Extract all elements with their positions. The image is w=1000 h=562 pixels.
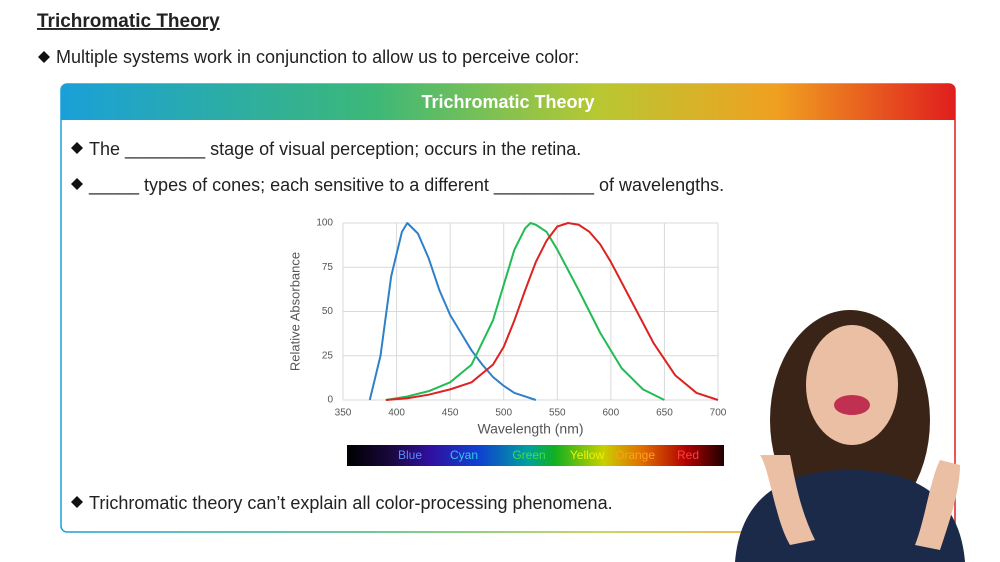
bullet-icon [71,178,83,190]
plot: 0 25 50 75 100 350 400 450 500 550 600 650 700 Wavele… [287,218,726,463]
line [385,222,719,401]
y-tick-label: 25 [322,350,334,361]
spectrum-label: Yellow [570,448,605,462]
x-tick-label: 600 [603,408,620,419]
bullet: _____ types of cones; each sensitive to … [88,175,724,196]
bullet-icon [38,51,50,63]
bullet-icon [71,142,83,154]
x-tick-label: 450 [442,408,459,419]
y-tick-label: 100 [316,218,333,229]
spectrum-label: Orange [615,448,655,462]
x-tick-label: 550 [549,408,566,419]
line [385,222,665,401]
line [368,222,537,401]
intro: Multiple systems work in conjunction to … [56,47,579,67]
box-header [61,84,955,120]
x-axis-label: Wavelength (nm) [477,421,583,437]
x-tick-label: 400 [388,408,405,419]
y-axis-label: Relative Absorbance [287,252,302,371]
heading: Trichromatic Theory [37,11,220,32]
spectrum-label: Green [512,448,545,462]
y-tick-label: 0 [327,395,333,406]
spectrum-label: Cyan [450,448,478,462]
bullet: Trichromatic theory can’t explain all co… [89,493,613,513]
spectrum-label: Blue [398,448,422,462]
x-tick-label: 500 [495,408,512,419]
x-tick-label: 700 [710,408,727,419]
presenter [735,310,965,562]
y-tick-label: 75 [322,262,334,273]
bullet-icon [71,496,83,508]
spectrum-label: Red [677,448,699,462]
spectrum-bar [347,445,724,466]
bullet: The ________ stage of visual perception;… [89,139,581,160]
x-tick-label: 350 [335,408,352,419]
box-title: Trichromatic Theory [421,92,594,112]
x-tick-label: 650 [656,408,673,419]
y-tick-label: 50 [322,306,334,317]
